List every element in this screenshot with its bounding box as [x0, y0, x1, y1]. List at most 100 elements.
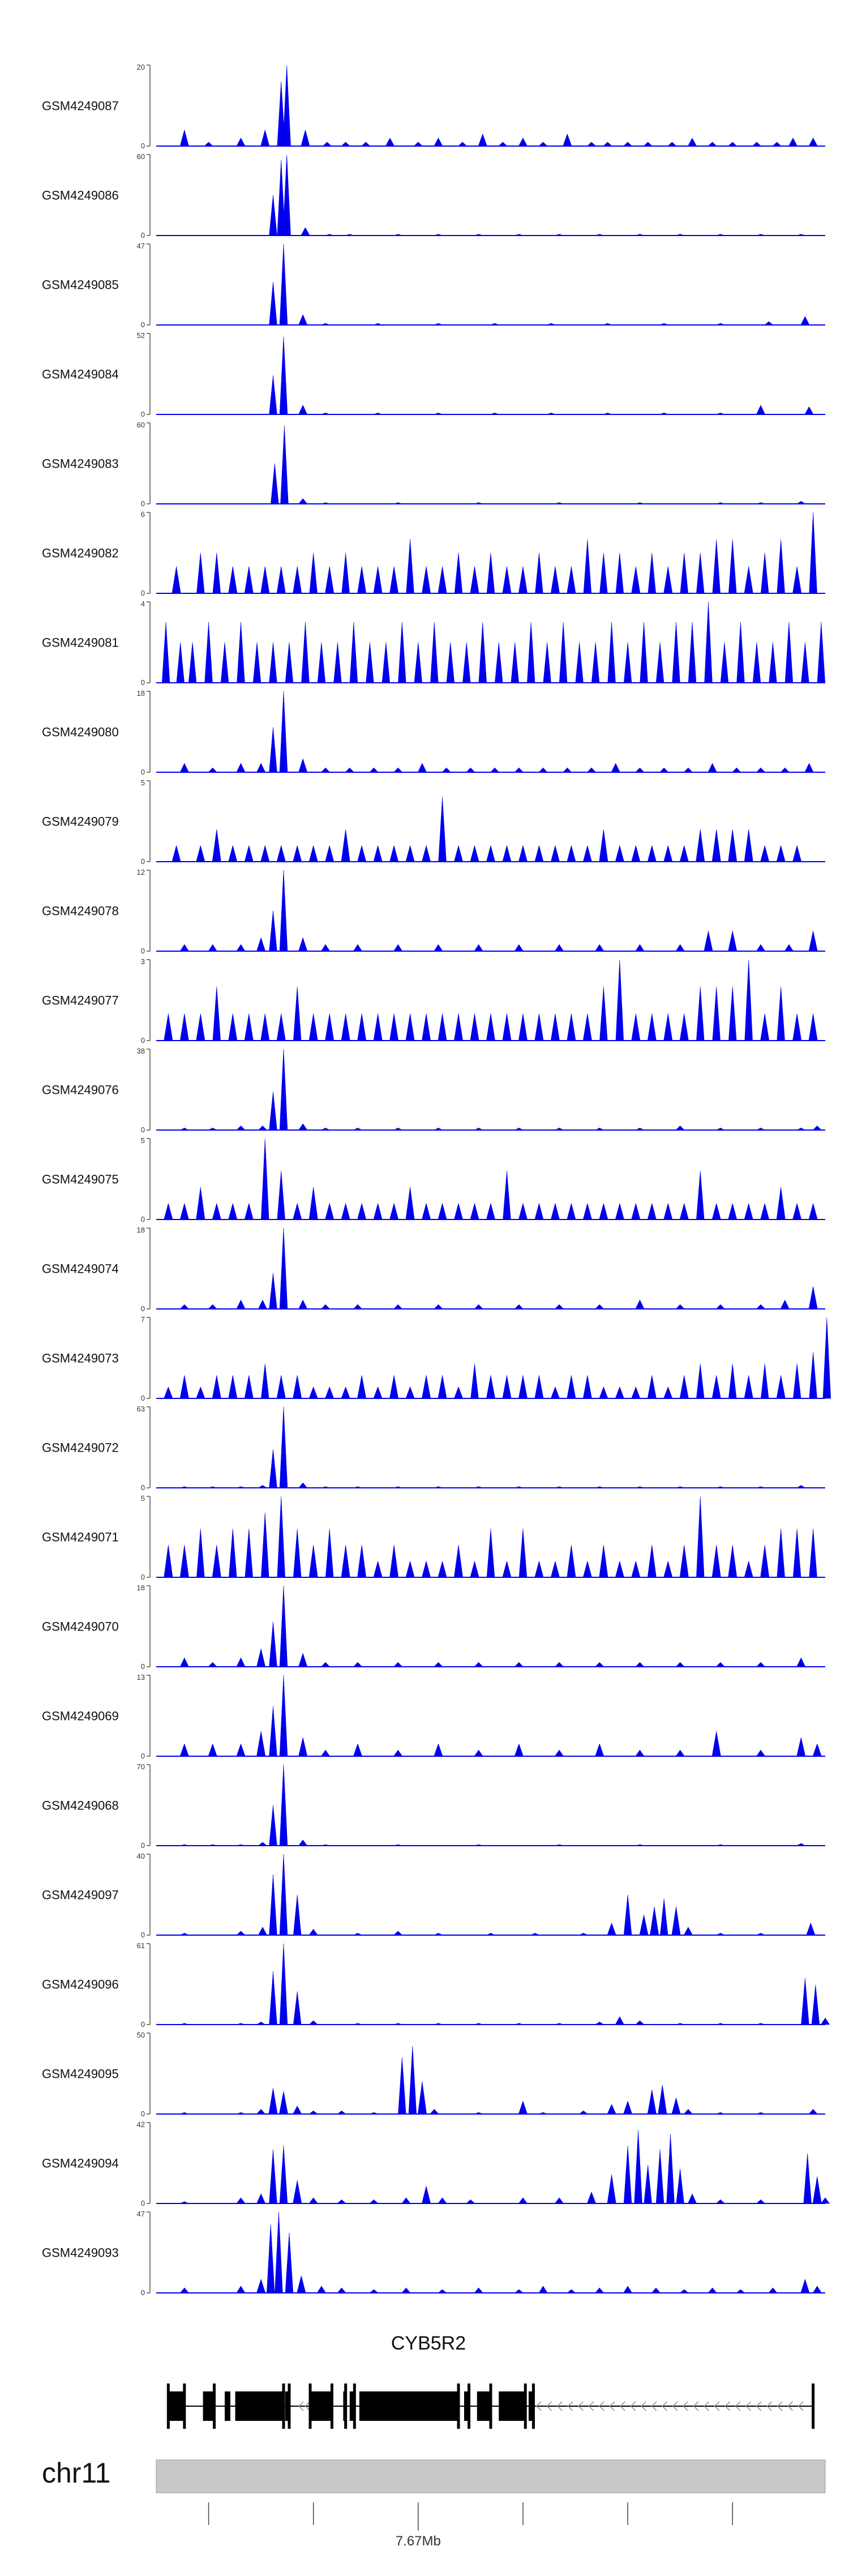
coverage-peak — [438, 2197, 447, 2204]
coverage-peak — [279, 243, 288, 326]
coverage-peak — [728, 829, 737, 862]
coverage-peak — [784, 622, 794, 683]
coverage-peak — [212, 1375, 221, 1399]
coverage-peak — [389, 1544, 399, 1578]
coverage-peak — [595, 944, 604, 952]
coverage-peak — [245, 1529, 253, 1578]
coverage-peak — [438, 1013, 447, 1041]
track-GSM4249068: GSM4249068 70 0 — [42, 1762, 825, 1850]
track-label: GSM4249069 — [42, 1709, 119, 1723]
coverage-peak — [639, 1915, 649, 1936]
coverage-peak — [567, 1013, 576, 1041]
coverage-peak — [164, 1203, 173, 1220]
y-max-label: 18 — [137, 1226, 145, 1234]
coverage-peak — [663, 566, 673, 594]
coverage-peak — [341, 1013, 350, 1041]
coverage-peak — [389, 845, 399, 862]
coverage-peak — [586, 142, 597, 147]
coverage-peak — [806, 1922, 816, 1936]
coverage-peak — [511, 642, 519, 683]
coverage-peak — [474, 1662, 483, 1667]
coverage-peak — [530, 1933, 540, 1936]
coverage-peak — [808, 1286, 818, 1310]
coverage-peak — [679, 1544, 689, 1578]
coverage-peak — [441, 767, 451, 773]
coverage-peak — [675, 2023, 685, 2025]
coverage-peak — [615, 2016, 624, 2025]
coverage-peak — [595, 1127, 604, 1131]
coverage-peak — [752, 142, 762, 147]
coverage-peak — [208, 1304, 217, 1310]
y-min-label: 0 — [141, 142, 145, 150]
coverage-peak — [788, 138, 798, 147]
coverage-peak — [583, 539, 592, 594]
coverage-peak — [298, 1299, 308, 1310]
coverage-peak — [554, 2197, 564, 2204]
coverage-peak — [196, 1386, 205, 1399]
coverage-peak — [258, 1126, 268, 1131]
coverage-peak — [615, 1560, 624, 1578]
coverage-peak — [615, 1203, 624, 1220]
coverage-peak — [236, 763, 246, 773]
coverage-peak — [498, 142, 508, 147]
coverage-peak — [474, 502, 483, 504]
y-min-label: 0 — [141, 1931, 145, 1939]
coverage-peak — [711, 1375, 721, 1399]
coverage-peak — [228, 566, 238, 594]
coverage-peak — [401, 2287, 411, 2293]
coverage-peak — [514, 2023, 524, 2025]
coverage-peak — [244, 845, 254, 862]
coverage-peak — [393, 1486, 402, 1488]
coverage-peak — [563, 133, 572, 147]
coverage-peak — [393, 502, 402, 504]
coverage-peak — [279, 1049, 288, 1131]
coverage-peak — [534, 1375, 544, 1399]
coverage-peak — [756, 1127, 765, 1131]
y-min-label: 0 — [141, 1126, 145, 1134]
coverage-peak — [777, 986, 785, 1041]
coverage-peak — [803, 2153, 812, 2204]
coverage-peak — [538, 2112, 548, 2115]
track-GSM4249070: GSM4249070 18 0 — [42, 1584, 825, 1671]
coverage-peak — [647, 2090, 657, 2115]
coverage-peak — [744, 959, 753, 1041]
coverage-peak — [276, 845, 286, 862]
coverage-peak — [518, 1013, 528, 1041]
coverage-peak — [405, 1386, 415, 1399]
track-label: GSM4249084 — [42, 367, 119, 382]
coverage-peak — [490, 323, 499, 326]
coverage-peak — [366, 642, 374, 683]
track-label: GSM4249097 — [42, 1888, 119, 1902]
coverage-peak — [179, 1375, 189, 1399]
coverage-peak — [582, 845, 592, 862]
coverage-peak — [635, 1299, 645, 1310]
coverage-peak — [679, 2289, 689, 2293]
coverage-peak — [269, 1706, 277, 1757]
coverage-peak — [474, 1304, 483, 1310]
track-GSM4249081: GSM4249081 4 0 — [42, 600, 826, 687]
coverage-peak — [704, 601, 713, 683]
coverage-peak — [804, 406, 814, 415]
coverage-peak — [301, 622, 310, 683]
coverage-peak — [796, 500, 806, 504]
gene-exon — [285, 2391, 289, 2421]
coverage-peak — [393, 1931, 403, 1936]
strand-arrow — [609, 2401, 615, 2411]
coverage-peak — [196, 1529, 205, 1578]
coverage-peak — [236, 2197, 246, 2204]
strand-arrow — [641, 2401, 646, 2411]
coverage-peak — [179, 1013, 189, 1041]
coverage-peak — [534, 1013, 544, 1041]
coverage-peak — [298, 498, 308, 504]
coverage-peak — [271, 463, 279, 504]
coverage-peak — [563, 767, 572, 773]
track-GSM4249084: GSM4249084 52 0 — [42, 331, 825, 418]
coverage-peak — [434, 412, 443, 415]
coverage-peak — [438, 566, 447, 594]
coverage-peak — [301, 227, 310, 236]
coverage-peak — [595, 1743, 604, 1757]
strand-arrow — [298, 2401, 304, 2411]
coverage-peak — [679, 1375, 689, 1399]
coverage-peak — [279, 1764, 288, 1846]
coverage-peak — [393, 2023, 402, 2025]
